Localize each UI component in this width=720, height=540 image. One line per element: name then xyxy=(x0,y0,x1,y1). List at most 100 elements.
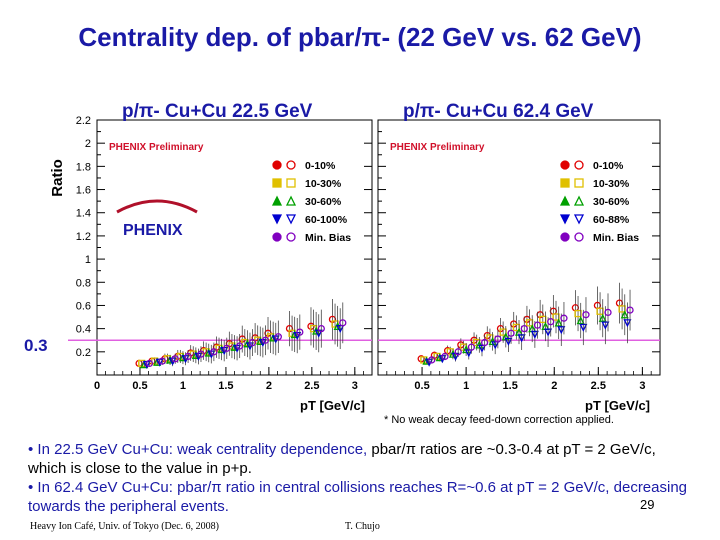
ratio-figure: 0.2 0.4 0.6 0.8 1 1.2 1.4 1.6 1.8 2 2.2 0 0.5 1 1.5 2 2.… xyxy=(49,101,661,413)
page-number: 29 xyxy=(640,497,655,512)
data-point xyxy=(210,348,218,356)
data-point xyxy=(504,337,513,346)
x-tick-label: 1 xyxy=(180,380,186,392)
data-point xyxy=(296,328,304,336)
data-point xyxy=(145,359,154,368)
legend-label: 60-88% xyxy=(593,214,630,226)
data-point xyxy=(339,319,347,327)
y-axis-label: Ratio xyxy=(49,159,66,197)
legend-marker-open xyxy=(574,178,584,188)
y-tick-label: 0.2 xyxy=(76,347,91,359)
data-point xyxy=(582,311,590,319)
legend-label: 0-10% xyxy=(305,160,336,172)
legend-label: 10-30% xyxy=(593,178,630,190)
legend-marker-open xyxy=(286,160,296,170)
slide-title: Centrality dep. of pbar/π- (22 GeV vs. 6… xyxy=(78,22,642,52)
y-tick-label: 1.4 xyxy=(76,208,91,220)
legend-marker-filled xyxy=(272,178,282,188)
data-point xyxy=(464,349,473,358)
data-point xyxy=(165,355,175,364)
data-point xyxy=(598,313,607,322)
plot-frame xyxy=(96,119,373,376)
y-tick-label: 1.2 xyxy=(76,231,91,243)
y-tick-label: 2 xyxy=(85,138,91,150)
x-tick-label: 3 xyxy=(352,380,358,392)
panel-title: p/π- Cu+Cu 62.4 GeV xyxy=(403,101,594,122)
data-point xyxy=(256,336,265,346)
data-point xyxy=(467,343,476,351)
x-tick-label: 0 xyxy=(94,380,100,392)
y-tick-label: 0.6 xyxy=(76,300,91,312)
data-point xyxy=(274,333,282,341)
preliminary-tag: PHENIX Preliminary xyxy=(109,142,204,153)
legend-label: 10-30% xyxy=(305,178,342,190)
data-point xyxy=(579,323,588,332)
legend-marker-open xyxy=(285,195,297,206)
legend-marker-open xyxy=(573,195,585,206)
y-tick-label: 2.2 xyxy=(76,115,91,127)
x-tick-label: 1 xyxy=(463,380,469,392)
legend-marker-open xyxy=(574,232,584,242)
data-point xyxy=(554,318,563,327)
footnote: * No weak decay feed-down correction app… xyxy=(384,414,614,426)
data-point xyxy=(428,356,436,364)
data-point xyxy=(191,350,200,359)
x-tick-label: 0.5 xyxy=(132,380,147,392)
phenix-logo: PHENIX xyxy=(123,222,183,239)
data-point xyxy=(422,356,431,365)
bullet-22gev-rest: pbar/π ratios are ~0.3-0.4 at pT = 2 GeV… xyxy=(28,441,656,477)
phenix-logo-arc xyxy=(116,199,198,214)
data-point xyxy=(336,324,345,334)
legend-marker-open xyxy=(574,160,584,170)
data-point xyxy=(480,338,489,347)
data-point xyxy=(507,329,515,337)
data-point xyxy=(620,310,629,319)
preliminary-tag: PHENIX Preliminary xyxy=(390,142,485,153)
reference-line-label: 0.3 xyxy=(24,336,48,355)
panel-title: p/π- Cu+Cu 22.5 GeV xyxy=(122,101,313,122)
y-tick-label: 0.4 xyxy=(76,324,91,336)
data-point xyxy=(544,328,553,337)
data-point xyxy=(601,321,610,330)
x-tick-label: 3 xyxy=(639,380,645,392)
bullet-22gev-lead: • In 22.5 GeV Cu+Cu: weak centrality dep… xyxy=(28,441,372,458)
legend-label: 0-10% xyxy=(593,160,624,172)
data-point xyxy=(576,316,585,325)
legend-label: Min. Bias xyxy=(593,232,639,244)
data-point xyxy=(560,314,568,322)
footer-event: Heavy Ion Café, Univ. of Tokyo (Dec. 6, … xyxy=(30,521,219,532)
x-tick-label: 1.5 xyxy=(503,380,518,392)
legend-marker-filled xyxy=(272,232,282,242)
data-point xyxy=(547,318,555,326)
legend-marker-filled xyxy=(272,160,282,170)
data-point xyxy=(448,349,457,358)
data-point xyxy=(269,333,278,342)
x-tick-label: 1.5 xyxy=(218,380,233,392)
legend-label: 60-100% xyxy=(305,214,348,226)
legend-marker-open xyxy=(286,232,296,242)
data-point xyxy=(230,342,239,351)
footer-author: T. Chujo xyxy=(345,521,380,532)
legend-marker-filled xyxy=(560,160,570,170)
y-tick-label: 1 xyxy=(85,254,91,266)
legend-marker-open xyxy=(285,214,297,225)
data-point xyxy=(623,319,632,328)
bullet-list: • In 22.5 GeV Cu+Cu: weak centrality dep… xyxy=(28,440,688,516)
bullet-62gev: • In 62.4 GeV Cu+Cu: pbar/π ratio in cen… xyxy=(28,479,688,515)
x-tick-label: 0.5 xyxy=(414,380,429,392)
data-point xyxy=(477,344,487,353)
data-point xyxy=(530,330,539,339)
data-point xyxy=(248,338,257,347)
data-point xyxy=(236,342,244,350)
data-point xyxy=(441,352,449,361)
legend-marker-filled xyxy=(271,214,283,225)
data-point xyxy=(243,339,252,348)
data-point xyxy=(178,353,187,362)
data-point xyxy=(158,357,166,365)
data-point xyxy=(197,350,205,358)
legend-marker-filled xyxy=(559,214,571,225)
data-point xyxy=(217,345,226,354)
bullet-22gev: • In 22.5 GeV Cu+Cu: weak centrality dep… xyxy=(28,440,688,478)
data-point xyxy=(517,334,526,343)
data-point xyxy=(557,326,566,335)
